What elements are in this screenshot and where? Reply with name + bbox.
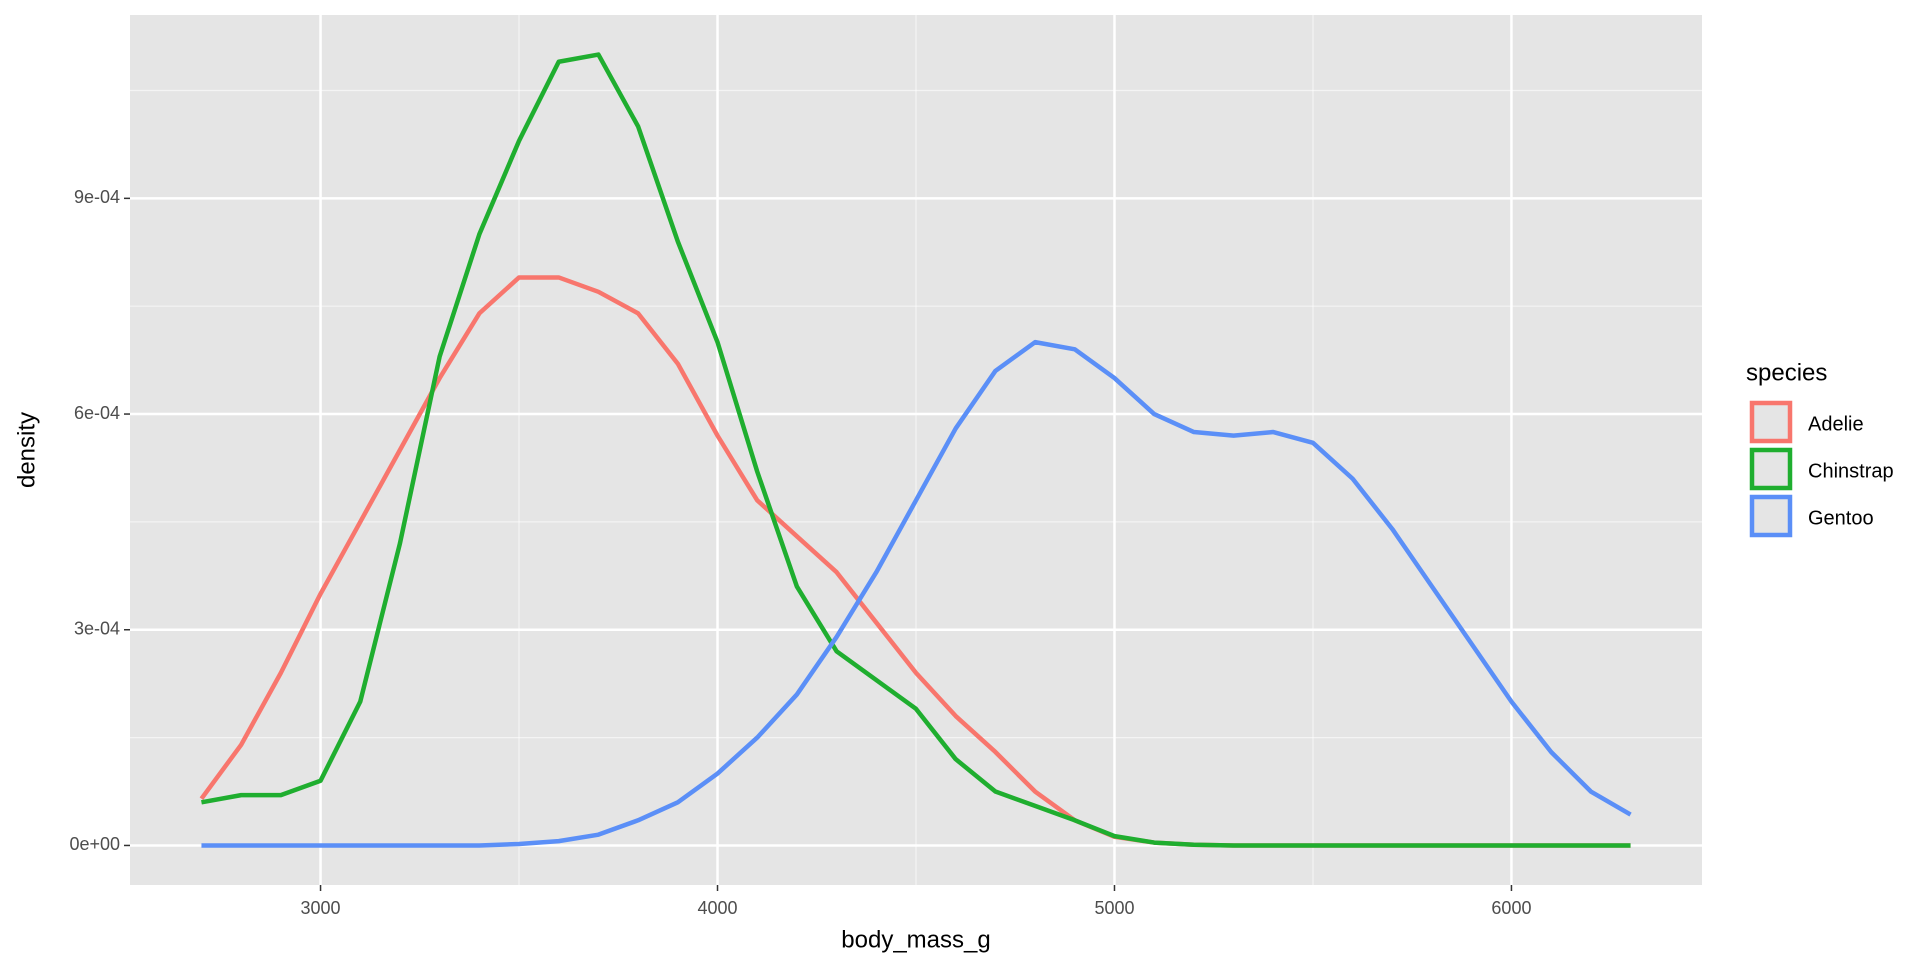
y-tick-label: 0e+00 xyxy=(69,834,120,854)
legend-key xyxy=(1749,447,1793,491)
density-line xyxy=(201,339,1632,848)
legend-label: Adelie xyxy=(1808,413,1864,435)
x-axis-title: body_mass_g xyxy=(841,926,990,953)
y-tick-label: 3e-04 xyxy=(74,619,120,639)
y-tick-label: 6e-04 xyxy=(74,403,120,423)
x-tick-label: 3000 xyxy=(301,898,341,918)
x-tick-label: 4000 xyxy=(697,898,737,918)
y-axis-title: density xyxy=(13,412,40,488)
y-tick-label: 9e-04 xyxy=(74,187,120,207)
x-tick-label: 6000 xyxy=(1491,898,1531,918)
legend-key xyxy=(1749,400,1793,444)
density-line xyxy=(201,52,1631,848)
legend-key xyxy=(1749,494,1793,538)
x-tick-label: 5000 xyxy=(1094,898,1134,918)
legend-title: species xyxy=(1746,359,1827,386)
legend-label: Chinstrap xyxy=(1808,460,1894,482)
legend-label: Gentoo xyxy=(1808,507,1874,529)
